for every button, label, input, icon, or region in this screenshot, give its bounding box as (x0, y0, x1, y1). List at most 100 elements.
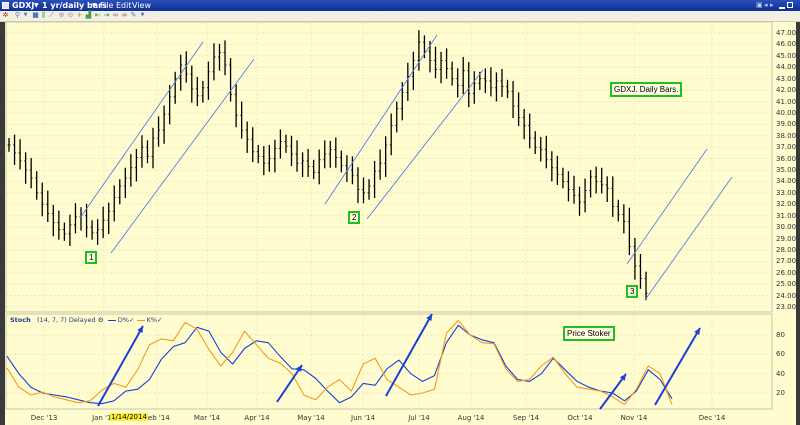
price-tick-label: 33.00 (776, 188, 797, 197)
merge-icon[interactable]: ⇼ (121, 11, 128, 19)
scroll-right-icon[interactable]: ⇥ (103, 11, 110, 19)
k-line (6, 319, 673, 406)
price-tick-label: 46.00 (776, 40, 797, 49)
price-tick-label: 30.00 (776, 223, 797, 232)
stoch-name: Stoch (10, 316, 31, 324)
k-line-swatch (136, 319, 145, 321)
price-tick-label: 44.00 (776, 63, 797, 72)
draw-tool-icon[interactable]: ✎ (130, 11, 137, 19)
stoch-tick-label: 80 (776, 331, 785, 339)
zoom-icon[interactable]: ⚲ (14, 11, 21, 19)
wave-label-2: 2 (348, 211, 361, 224)
stoch-params: (14, 7, 7) Delayed (36, 316, 96, 324)
arrowhead-icon (694, 328, 700, 335)
d-toggle-icon[interactable]: ✓ (128, 316, 135, 324)
price-tick-label: 42.00 (776, 86, 797, 95)
k-toggle-icon[interactable]: ✓ (157, 316, 163, 324)
right-border (796, 22, 800, 425)
period-selector[interactable]: 1 yr/daily bars (42, 1, 107, 10)
menu-edit[interactable]: Edit (116, 1, 132, 10)
channel-1-upper (79, 41, 204, 219)
split-icon[interactable]: ⇹ (112, 11, 119, 19)
price-tick-label: 31.00 (776, 211, 797, 220)
time-tick-label: May '14 (297, 414, 325, 422)
menu-view[interactable]: View (132, 1, 151, 10)
time-tick-label: Dec '14 (698, 414, 726, 422)
price-tick-label: 35.00 (776, 166, 797, 175)
stoch-tick-label: 20 (776, 389, 785, 398)
price-tick-label: 34.00 (776, 177, 797, 186)
price-tick-label: 24.00 (776, 291, 797, 300)
stoch-tick-label: 60 (776, 350, 785, 359)
time-tick-label: Dec '13 (30, 414, 58, 422)
indicator-icon[interactable]: ▟ (85, 11, 92, 19)
price-tick-label: 32.00 (776, 200, 797, 209)
print-icon[interactable]: ▣ (756, 1, 763, 9)
left-scrollbar[interactable] (0, 22, 5, 425)
price-panel-frame (5, 21, 773, 313)
symbol-selector[interactable]: GDXJ (12, 1, 35, 10)
time-tick-label: Oct '14 (567, 414, 593, 422)
d-line-swatch (107, 319, 116, 321)
scroll-left-icon[interactable]: ⇤ (94, 11, 101, 19)
stoch-tick-label: 40 (776, 369, 785, 378)
nav-forward-icon[interactable]: ▸ (770, 1, 774, 9)
trend-arrows (97, 313, 701, 410)
menu-file[interactable]: File (100, 1, 114, 10)
time-tick-label: Jun '14 (351, 414, 375, 422)
trend-arrow (276, 364, 303, 403)
price-tick-label: 29.00 (776, 234, 797, 243)
window-titlebar: GDXJ ▼ 1 yr/daily bars ▼ File Edit View … (0, 0, 800, 11)
arrowhead-icon (426, 314, 432, 321)
time-tick-label: Nov '14 (620, 414, 648, 422)
price-tick-label: 25.00 (776, 280, 797, 289)
channel-lines (79, 34, 733, 301)
price-tick-label: 26.00 (776, 268, 797, 277)
highlighted-date: 1/14/2014 (110, 413, 148, 421)
price-tick-label: 36.00 (776, 154, 797, 163)
more-dropdown-icon[interactable]: ▼ (140, 12, 145, 18)
stoch-legend: Stoch (14, 7, 7) Delayed ⚙ D%✓ K%✓ (10, 316, 163, 324)
channel-2-upper (324, 34, 438, 205)
ohlc-bars (7, 30, 648, 301)
time-tick-label: Jul '14 (408, 414, 430, 422)
time-tick-label: Feb '14 (144, 414, 170, 422)
time-tick-label: Aug '14 (457, 414, 485, 422)
app-icon (2, 2, 9, 9)
channel-3-lower (644, 176, 733, 301)
maximize-icon[interactable] (787, 2, 793, 8)
channel-2-lower (366, 69, 484, 220)
time-tick-label: Jan '14 (92, 414, 116, 422)
price-tick-label: 45.00 (776, 51, 797, 60)
nav-back-icon[interactable]: ◂ (764, 1, 768, 9)
time-tick-label: Sep '14 (512, 414, 540, 422)
settings-icon[interactable]: ⚙ (97, 316, 104, 324)
chart-type-icon[interactable]: ■ (32, 11, 39, 19)
price-tick-label: 43.00 (776, 74, 797, 83)
bars-icon[interactable]: ⫼ (41, 11, 46, 19)
zoom-dropdown-icon[interactable]: ▼ (23, 12, 28, 18)
channel-3-upper (626, 148, 708, 265)
period-dropdown-icon[interactable]: ▼ (92, 2, 97, 9)
price-tick-label: 39.00 (776, 120, 797, 129)
stochastic-lines (6, 319, 673, 406)
minimize-icon[interactable] (779, 7, 785, 9)
crosshair-icon[interactable]: + (76, 11, 83, 19)
stoch-title-box: Price Stoker (563, 326, 615, 341)
zoom-out-icon[interactable]: ⊖ (67, 11, 74, 19)
zoom-in-icon[interactable]: ⊕ (58, 11, 65, 19)
d-line (6, 324, 673, 405)
trendline-icon[interactable]: ⟋ (49, 11, 54, 19)
time-tick-label: Mar '14 (193, 414, 221, 422)
stoch-panel-frame (5, 313, 773, 410)
d-legend-label: D% (117, 316, 129, 324)
time-tick-label: Apr '14 (244, 414, 270, 422)
arrowhead-icon (619, 374, 626, 381)
price-tick-label: 28.00 (776, 245, 797, 254)
price-tick-label: 37.00 (776, 143, 797, 152)
cursor-icon[interactable]: ✲ (2, 11, 9, 19)
k-legend-label: K% (146, 316, 158, 324)
price-tick-label: 23.00 (776, 303, 797, 312)
symbol-dropdown-icon[interactable]: ▼ (34, 2, 39, 9)
